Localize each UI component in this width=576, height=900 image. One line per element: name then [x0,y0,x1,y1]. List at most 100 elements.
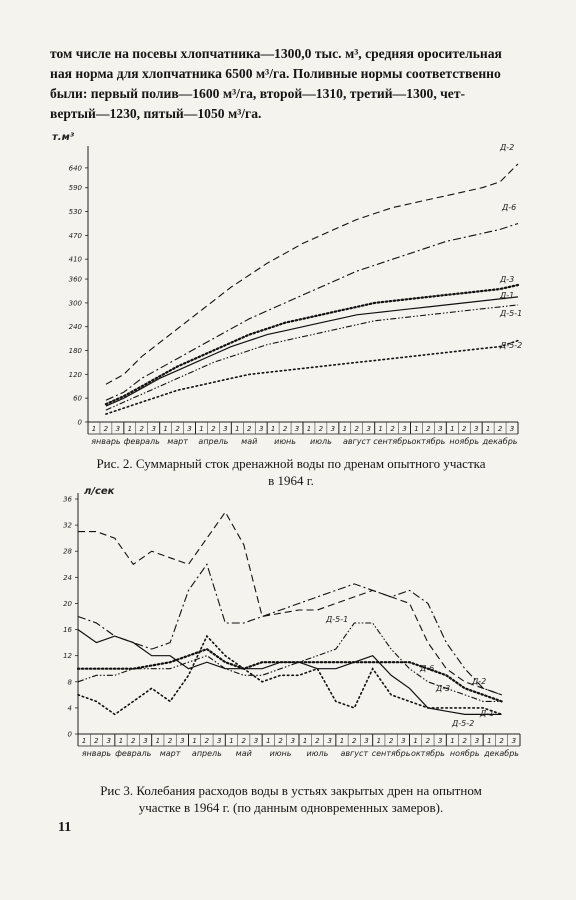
fig2-decade-label: 1 [414,425,418,433]
fig3-month-label: ноябрь [450,749,480,758]
fig2-decade-label: 3 [402,425,406,433]
fig2-ytick-label: 60 [73,395,82,403]
fig3-month-label: июнь [270,749,292,758]
fig2-month-label: октябрь [411,437,445,446]
figure-2-caption-line-1: Рис. 2. Суммарный сток дренажной воды по… [96,456,486,471]
fig3-decade-label: 3 [512,737,516,745]
fig2-decade-label: 2 [175,425,180,433]
fig2-ytick-label: 0 [78,419,83,427]
fig3-ytick-label: 4 [68,704,72,712]
fig2-series-label: Д-6 [501,203,516,212]
fig2-decade-label: 3 [259,425,263,433]
fig3-decade-label: 3 [401,737,405,745]
fig3-decade-label: 2 [315,737,320,745]
fig3-decade-label: 3 [291,737,295,745]
paragraph-line-1: том числе на посевы хлопчатника—1300,0 т… [50,46,502,61]
fig3-decade-label: 1 [266,737,270,745]
fig2-decade-label: 3 [151,425,155,433]
fig2-month-label: январь [91,437,121,446]
fig2-ytick-label: 410 [69,256,83,264]
fig3-series-label: Д-1 [479,709,494,718]
fig2-ytick-label: 470 [69,232,83,240]
figure-3-caption: Рис 3. Колебания расходов воды в устьях … [48,782,534,816]
fig2-ytick-label: 300 [69,299,83,307]
fig2-month-label: февраль [124,437,161,446]
fig3-decade-label: 3 [180,737,184,745]
fig2-decade-label: 3 [223,425,227,433]
body-paragraph: том числе на посевы хлопчатника—1300,0 т… [50,44,530,124]
fig2-month-label: май [241,437,257,446]
fig2-month-label: апрель [198,437,228,446]
fig2-decade-label: 3 [187,425,191,433]
fig3-decade-label: 2 [94,737,99,745]
fig2-decade-label: 3 [331,425,335,433]
fig2-decade-label: 2 [390,425,395,433]
fig3-decade-label: 3 [143,737,147,745]
fig2-series-label: Д-5-2 [499,341,522,350]
fig3-decade-label: 2 [389,737,394,745]
fig3-decade-label: 2 [168,737,173,745]
fig3-ytick-label: 28 [63,548,72,556]
fig3-y-unit-label: л/сек [84,486,115,497]
fig2-decade-label: 1 [235,425,239,433]
fig2-decade-label: 1 [163,425,167,433]
fig2-series-line [105,339,519,415]
fig3-ytick-label: 12 [63,652,72,660]
fig2-series-line [105,163,519,385]
figure-3-caption-line-1: Рис 3. Колебания расходов воды в устьях … [100,783,482,798]
paragraph-line-4: вертый—1230, пятый—1050 м³/га. [50,106,262,121]
fig2-decade-label: 3 [438,425,442,433]
fig3-series-line [77,563,502,696]
fig3-decade-label: 1 [192,737,196,745]
fig2-series-line [105,222,519,401]
fig3-series-label: Д-5-1 [325,615,348,624]
fig2-series-line [105,296,519,407]
fig2-decade-label: 2 [355,425,360,433]
fig3-decade-label: 1 [487,737,491,745]
fig2-y-unit-label: т.м³ [52,132,75,143]
fig3-decade-label: 3 [106,737,110,745]
fig2-decade-label: 3 [295,425,299,433]
fig3-decade-label: 1 [156,737,160,745]
fig2-decade-label: 1 [307,425,311,433]
fig2-month-label: март [167,437,188,446]
fig3-decade-label: 2 [499,737,504,745]
fig3-month-label: апрель [192,749,222,758]
fig3-decade-label: 3 [438,737,442,745]
fig3-month-label: август [340,749,368,758]
fig2-series-line [104,283,520,406]
fig3-decade-label: 1 [377,737,381,745]
fig2-ytick-label: 530 [69,208,83,216]
fig2-ytick-label: 640 [69,164,83,172]
fig2-series-line [105,304,519,411]
fig3-series-line [78,511,502,696]
fig3-decade-label: 2 [131,737,136,745]
fig3-decade-label: 1 [450,737,454,745]
fig2-decade-label: 1 [92,425,96,433]
fig2-decade-label: 1 [199,425,203,433]
fig3-month-label: октябрь [411,749,445,758]
fig2-decade-label: 2 [211,425,216,433]
fig2-decade-label: 3 [474,425,478,433]
fig3-decade-label: 3 [327,737,331,745]
fig3-decade-label: 1 [119,737,123,745]
fig3-decade-label: 3 [364,737,368,745]
fig2-month-label: август [343,437,371,446]
fig3-month-label: февраль [115,749,152,758]
fig3-series-line [77,629,502,715]
fig2-decade-label: 1 [450,425,454,433]
fig3-series-line [77,622,502,702]
fig2-ytick-label: 590 [69,184,83,192]
fig3-decade-label: 2 [242,737,247,745]
fig2-decade-label: 2 [283,425,288,433]
fig3-decade-label: 2 [205,737,210,745]
fig2-decade-label: 2 [319,425,324,433]
fig3-ytick-label: 36 [63,496,72,504]
fig3-decade-label: 3 [254,737,258,745]
page-number: 11 [58,820,72,835]
fig2-decade-label: 2 [140,425,145,433]
fig2-ytick-label: 360 [69,276,83,284]
fig3-ytick-label: 20 [63,600,72,608]
fig2-decade-label: 3 [366,425,370,433]
fig3-decade-label: 3 [475,737,479,745]
